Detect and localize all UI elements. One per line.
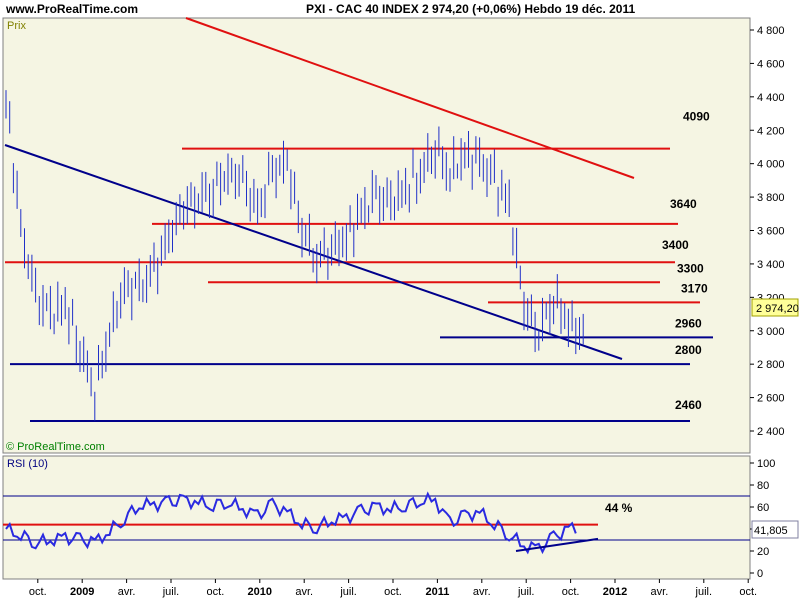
price-tick-label: 4 800 <box>757 25 785 37</box>
time-tick-label: oct. <box>562 586 580 598</box>
price-tick-label: 4 400 <box>757 92 785 104</box>
rsi-tick-label: 80 <box>757 480 769 492</box>
level-label: 2460 <box>675 398 702 412</box>
time-tick-label: avr. <box>651 586 669 598</box>
level-label: 2960 <box>675 316 702 330</box>
price-axis-label: Prix <box>7 20 26 32</box>
time-tick-label: 2010 <box>248 586 272 598</box>
level-label: 2800 <box>675 343 702 357</box>
price-tick-label: 3 800 <box>757 192 785 204</box>
level-label: 3170 <box>681 281 708 295</box>
rsi-tick-label: 0 <box>757 568 763 580</box>
watermark: © ProRealTime.com <box>6 441 105 453</box>
price-tick-label: 4 600 <box>757 58 785 70</box>
rsi-tick-label: 60 <box>757 502 769 514</box>
time-tick-label: avr. <box>473 586 491 598</box>
price-tick-label: 2 600 <box>757 393 785 405</box>
last-rsi-box <box>751 520 799 539</box>
rsi-tick-label: 100 <box>757 458 775 470</box>
time-tick-label: oct. <box>207 586 225 598</box>
price-panel <box>2 17 751 454</box>
rsi-line <box>5 491 577 555</box>
time-tick-label: avr. <box>118 586 136 598</box>
time-tick-label: oct. <box>29 586 47 598</box>
price-tick-label: 2 400 <box>757 426 785 438</box>
price-tick-label: 2 800 <box>757 359 785 371</box>
time-tick-label: juil. <box>162 586 180 598</box>
last-price-box <box>751 298 799 317</box>
price-tick-label: 4 200 <box>757 125 785 137</box>
last-price-label: 2 974,20 <box>756 303 799 315</box>
level-label: 3300 <box>677 261 704 275</box>
level-label: 3640 <box>670 197 697 211</box>
time-tick-label: juil. <box>695 586 713 598</box>
chart-title: PXI - CAC 40 INDEX 2 974,20 (+0,06%) Heb… <box>306 2 636 16</box>
price-tick-label: 3 000 <box>757 326 785 338</box>
rsi-level-label: 44 % <box>605 501 633 515</box>
last-rsi-label: 41,805 <box>754 525 788 537</box>
rsi-tick-label: 20 <box>757 546 769 558</box>
price-tick-label: 3 400 <box>757 259 785 271</box>
rsi-panel <box>2 455 751 580</box>
rsi-title: RSI (10) <box>7 458 48 470</box>
time-tick-label: oct. <box>739 586 757 598</box>
resistance-trendline <box>185 17 635 179</box>
chart-header: www.ProRealTime.com PXI - CAC 40 INDEX 2… <box>0 0 800 18</box>
time-tick-label: juil. <box>517 586 535 598</box>
level-label: 3400 <box>662 238 689 252</box>
time-tick-label: oct. <box>384 586 402 598</box>
site-name[interactable]: www.ProRealTime.com <box>6 2 139 16</box>
time-tick-label: 2009 <box>70 586 94 598</box>
time-tick-label: 2011 <box>425 586 449 598</box>
price-tick-label: 4 000 <box>757 159 785 171</box>
time-tick-label: 2012 <box>603 586 627 598</box>
level-label: 4090 <box>683 110 710 124</box>
rsi-trendline <box>515 537 599 552</box>
time-tick-label: juil. <box>339 586 357 598</box>
time-tick-label: avr. <box>295 586 313 598</box>
price-tick-label: 3 600 <box>757 226 785 238</box>
